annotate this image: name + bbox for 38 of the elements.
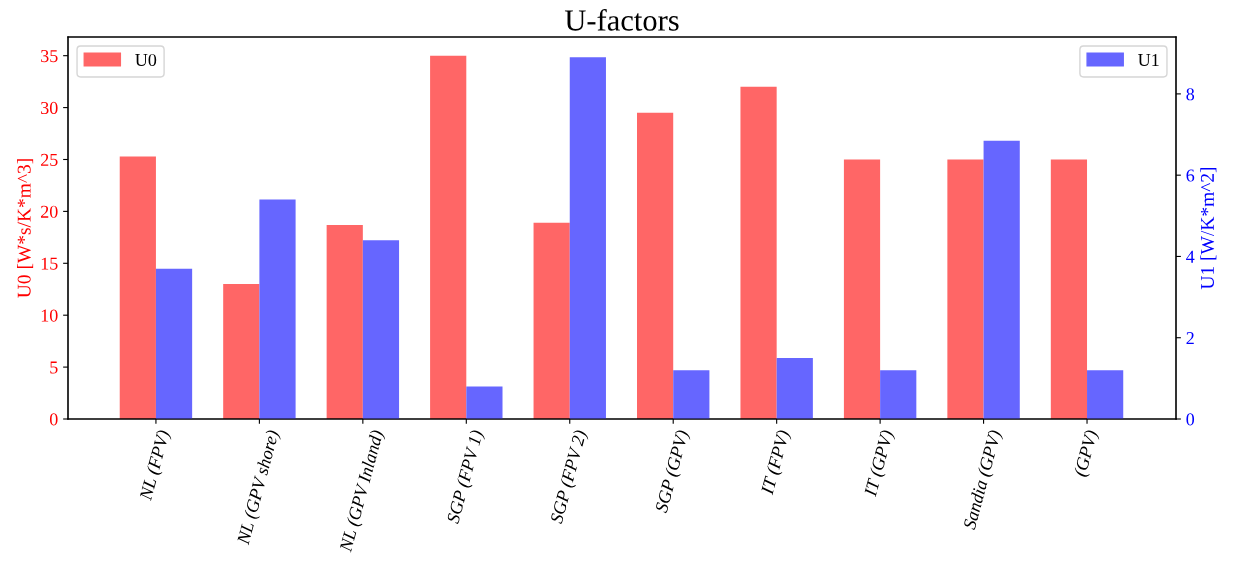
legend-label: U1 — [1138, 53, 1159, 67]
bar — [430, 55, 467, 419]
y-tick-label: 30 — [41, 101, 58, 115]
bar — [637, 112, 674, 419]
x-tick-label: NL (GPV Inland) — [338, 429, 387, 554]
y2-tick-label: 4 — [1186, 250, 1195, 263]
x-tick-label: SGP (FPV 1) — [446, 429, 487, 526]
bar — [843, 159, 881, 419]
y-tick-label: 15 — [41, 257, 58, 270]
y2-axis-title: U1 [W/K*m^2] — [1200, 167, 1217, 290]
x-tick-label: NL (GPV shore) — [236, 429, 283, 547]
y2-tick-label: 6 — [1186, 169, 1195, 182]
y-tick-label: 20 — [41, 205, 58, 218]
chart-title: U-factors — [564, 8, 679, 31]
x-tick-label: Sandia (GPV) — [962, 429, 1005, 532]
y2-tick-label: 8 — [1186, 88, 1195, 101]
bar — [1087, 370, 1124, 419]
x-tick-label: SGP (GPV) — [654, 429, 692, 515]
y-axis-title: U0 [W*s/K*m^3] — [17, 159, 34, 298]
x-tick-label: IT (GPV) — [863, 429, 897, 499]
y-tick-label: 10 — [41, 309, 58, 322]
y-tick-label: 25 — [41, 153, 58, 166]
x-tick-label: IT (FPV) — [760, 429, 793, 497]
y-tick-label: 35 — [41, 49, 58, 63]
y2-tick-label: 2 — [1186, 332, 1194, 344]
legend-label: U0 — [135, 53, 157, 67]
bar — [776, 358, 813, 419]
bar — [466, 386, 503, 419]
bar — [673, 370, 710, 419]
x-tick-label: NL (FPV) — [138, 429, 173, 503]
x-tick-label: SGP (FPV 2) — [549, 429, 590, 526]
y2-tick-label: 0 — [1186, 413, 1195, 426]
bar — [740, 86, 777, 419]
x-tick-label: (GPV) — [1073, 429, 1101, 478]
bar — [880, 370, 917, 419]
y-tick-label: 5 — [50, 361, 58, 374]
bar — [1050, 159, 1088, 419]
y-tick-label: 0 — [49, 413, 58, 426]
